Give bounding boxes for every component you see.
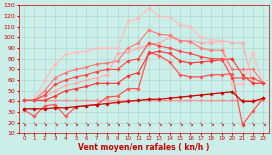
X-axis label: Vent moyen/en rafales ( kn/h ): Vent moyen/en rafales ( kn/h ): [78, 143, 209, 152]
